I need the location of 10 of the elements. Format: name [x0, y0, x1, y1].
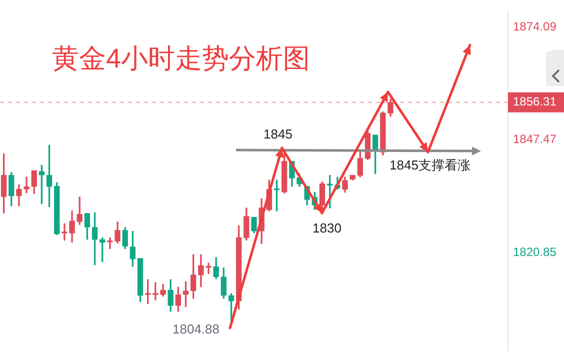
- annotation: 1804.88: [172, 322, 220, 337]
- y-tick-label: 1820.85: [513, 245, 557, 260]
- ref-line-label: 1856.31: [513, 94, 557, 109]
- y-tick-label: 1874.09: [513, 19, 557, 34]
- candlestick: [24, 176, 30, 194]
- annotation: 1830: [312, 220, 342, 236]
- annotation: 1845: [264, 126, 292, 142]
- y-tick-label: 1847.47: [513, 132, 557, 146]
- annotation: 1845支撑看涨: [390, 158, 470, 173]
- text: 黄金4小时走势分析图: [52, 43, 310, 74]
